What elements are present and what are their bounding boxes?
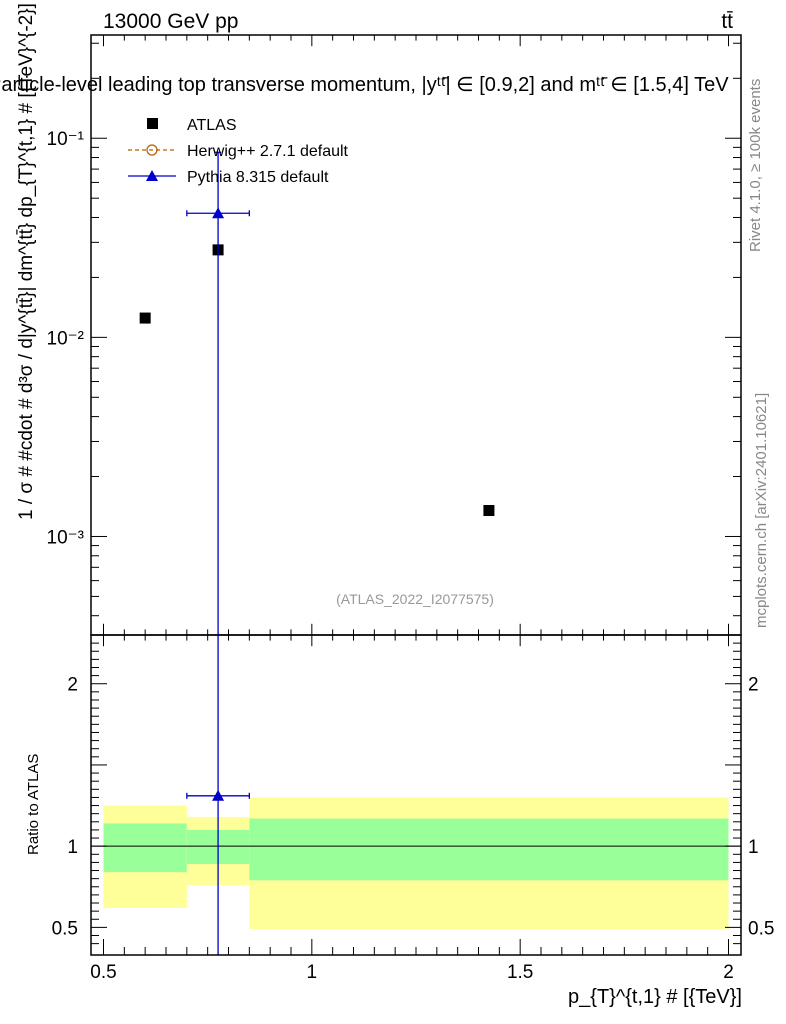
legend-atlas-label: ATLAS xyxy=(187,117,237,134)
ratio-y-tick-label-right-1: 1 xyxy=(748,837,759,858)
ratio-y-axis-title: Ratio to ATLAS xyxy=(25,754,42,855)
main-y-tick-label-2: 10⁻³ xyxy=(47,527,85,548)
x-tick-label-3: 2 xyxy=(723,962,734,983)
legend-pythia-label: Pythia 8.315 default xyxy=(187,169,329,186)
main-y-tick-label-0: 10⁻¹ xyxy=(47,129,85,150)
main-y-tick-label-1: 10⁻² xyxy=(47,328,85,349)
ratio-y-tick-label-left-2: 2 xyxy=(67,675,78,696)
axis-tick-labels: 0.5 1 1.5 2 10⁻¹ 10⁻² 10⁻³ 0.5 0.5 1 1 2 2 xyxy=(47,129,775,983)
ratio-band-inner-2 xyxy=(249,818,729,881)
ratio-y-tick-label-right-0: 0.5 xyxy=(748,918,774,939)
ratio-band-inner-0 xyxy=(103,823,187,873)
main-y-axis-title: 1 / σ # #cdot # d³σ / d|y^{tt̄}| dm^{tt̄… xyxy=(16,3,37,520)
atlas-point-0 xyxy=(139,312,151,324)
main-plot-marks xyxy=(139,151,495,635)
ratio-y-tick-label-left-1: 1 xyxy=(67,837,78,858)
x-tick-label-1: 1 xyxy=(307,962,318,983)
axis-ticks xyxy=(91,35,741,955)
energy-label: 13000 GeV pp xyxy=(103,10,238,33)
mcplots-label: mcplots.cern.ch [arXiv:2401.10621] xyxy=(753,393,770,628)
ratio-uncertainty-bands xyxy=(103,797,729,930)
watermark: (ATLAS_2022_I2077575) xyxy=(336,591,494,607)
plot-title: Particle-level leading top transverse mo… xyxy=(0,74,729,96)
legend-herwig-marker xyxy=(146,144,158,156)
pythia-ratio-point-0 xyxy=(212,789,225,801)
legend-pythia-marker xyxy=(146,170,158,181)
x-tick-label-0: 0.5 xyxy=(90,962,116,983)
x-axis-title: p_{T}^{t,1} # [{TeV}] xyxy=(568,986,742,1008)
legend-herwig-label: Herwig++ 2.7.1 default xyxy=(187,143,349,160)
legend: ATLAS Herwig++ 2.7.1 default Pythia 8.31… xyxy=(128,117,349,186)
rivet-label: Rivet 4.1.0, ≥ 100k events xyxy=(747,79,764,252)
atlas-point-2 xyxy=(483,505,495,517)
ratio-plot-marks xyxy=(186,635,250,955)
process-label: tt̄ xyxy=(721,10,733,33)
pythia-point-0 xyxy=(212,207,225,219)
ratio-y-tick-label-left-0: 0.5 xyxy=(52,918,78,939)
x-tick-label-2: 1.5 xyxy=(507,962,533,983)
legend-atlas-marker xyxy=(147,118,158,129)
ratio-y-tick-label-right-2: 2 xyxy=(748,675,759,696)
